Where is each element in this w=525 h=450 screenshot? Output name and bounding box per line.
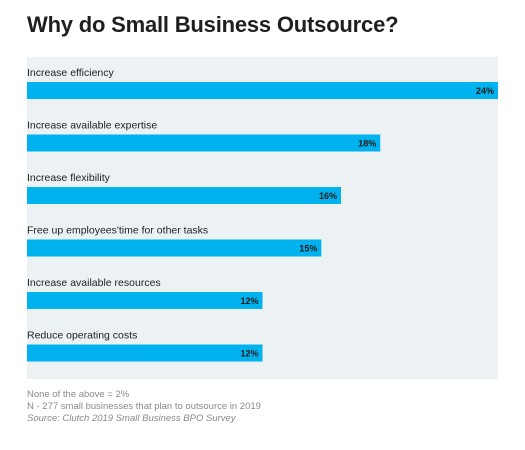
bar-value-label: 12%: [240, 349, 258, 359]
footnote-source: Source: Clutch 2019 Small Business BPO S…: [27, 413, 236, 424]
footnote-sample-size: N - 277 small businesses that plan to ou…: [27, 401, 261, 412]
chart-footer: None of the above = 2% N - 277 small bus…: [27, 389, 261, 425]
footnote-none-of-above: None of the above = 2%: [27, 389, 130, 400]
bar-value-label: 15%: [299, 244, 317, 254]
bar: [27, 134, 381, 152]
bar: [27, 344, 263, 362]
bar-value-label: 18%: [358, 139, 376, 149]
bar-value-label: 12%: [240, 296, 258, 306]
bar: [27, 239, 322, 257]
category-label: Increase flexibility: [27, 172, 111, 184]
category-label: Free up employees'time for other tasks: [27, 225, 208, 237]
chart-panel: Increase efficiency 24% Increase available…: [27, 57, 498, 379]
bar: [27, 187, 341, 204]
bar-value-label: 16%: [319, 191, 337, 201]
bar: [27, 82, 498, 99]
category-label: Increase available resources: [27, 277, 161, 289]
bar-chart: Increase efficiency 24% Increase available…: [27, 67, 498, 362]
category-label: Increase efficiency: [27, 67, 115, 79]
chart-title: Why do Small Business Outsource?: [27, 12, 399, 37]
category-label: Reduce operating costs: [27, 330, 137, 342]
bar-value-label: 24%: [476, 86, 494, 96]
bar: [27, 292, 263, 309]
category-label: Increase available expertise: [27, 120, 157, 132]
